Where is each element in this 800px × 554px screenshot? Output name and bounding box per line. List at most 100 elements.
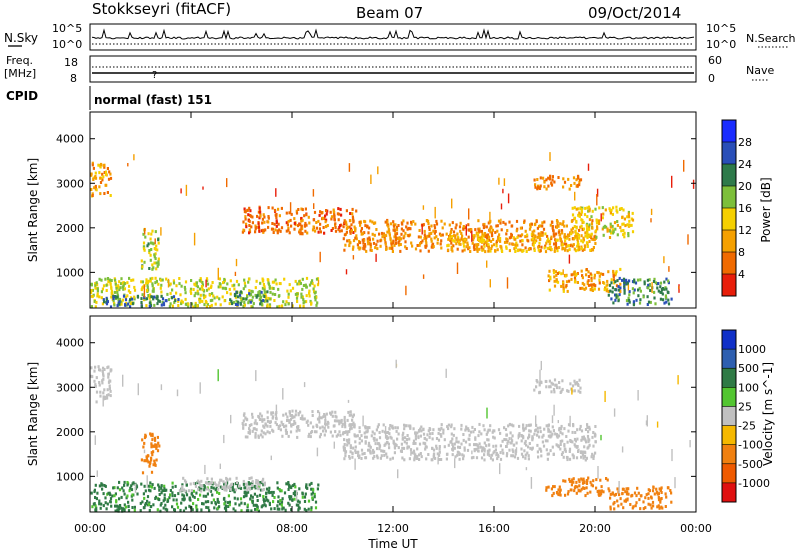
noise-cell: [202, 186, 204, 190]
data-cell: [485, 225, 488, 229]
noise-cell: [303, 382, 306, 388]
data-cell: [483, 449, 486, 453]
data-cell: [203, 296, 206, 300]
data-cell: [615, 209, 618, 213]
data-cell: [289, 414, 292, 417]
noise-cell: [347, 399, 350, 403]
data-cell: [571, 213, 575, 217]
data-cell: [95, 300, 98, 304]
data-cell: [386, 220, 389, 224]
data-cell: [477, 243, 480, 246]
data-cell: [462, 438, 465, 442]
data-cell: [273, 496, 276, 499]
data-cell: [511, 434, 514, 438]
noise-cell: [395, 359, 397, 369]
data-cell: [251, 412, 254, 416]
data-cell: [233, 287, 236, 291]
data-cell: [478, 422, 481, 426]
data-cell: [531, 446, 534, 450]
data-cell: [432, 229, 435, 233]
data-cell: [311, 228, 315, 232]
data-cell: [188, 504, 191, 508]
data-cell: [337, 419, 340, 423]
data-cell: [219, 478, 222, 482]
data-cell: [402, 236, 405, 240]
data-cell: [116, 304, 119, 308]
data-cell: [542, 433, 545, 437]
data-cell: [586, 491, 589, 495]
data-cell: [348, 441, 351, 445]
data-cell: [393, 229, 396, 233]
data-cell: [225, 509, 228, 513]
data-cell: [256, 479, 259, 483]
data-cell: [659, 500, 662, 504]
data-cell: [302, 284, 305, 287]
data-cell: [478, 229, 481, 233]
data-cell: [353, 423, 356, 427]
data-cell: [428, 228, 431, 231]
data-cell: [194, 303, 197, 307]
colorbar-tick-label: 8: [738, 246, 745, 259]
data-cell: [400, 232, 403, 236]
data-cell: [342, 431, 345, 435]
data-cell: [371, 448, 375, 452]
data-cell: [464, 240, 467, 244]
data-cell: [384, 242, 387, 246]
data-cell: [160, 502, 163, 505]
data-cell: [579, 225, 582, 229]
data-cell: [540, 233, 543, 237]
data-cell: [403, 234, 406, 238]
data-cell: [584, 458, 587, 462]
data-cell: [596, 271, 599, 274]
data-cell: [299, 410, 302, 414]
colorbar-tick-label: -500: [738, 458, 763, 471]
data-cell: [487, 221, 490, 225]
data-cell: [370, 434, 373, 438]
data-cell: [379, 244, 382, 248]
data-cell: [407, 445, 411, 449]
data-cell: [268, 431, 271, 435]
data-cell: [153, 436, 156, 440]
data-cell: [433, 236, 436, 240]
data-cell: [572, 424, 575, 428]
data-cell: [578, 480, 581, 484]
data-cell: [600, 485, 603, 489]
data-cell: [90, 283, 93, 287]
data-cell: [308, 289, 311, 293]
data-cell: [516, 249, 519, 253]
colorbar-tick-label: 12: [738, 224, 752, 237]
data-cell: [627, 212, 630, 216]
data-cell: [574, 236, 577, 240]
data-cell: [502, 451, 505, 455]
data-cell: [549, 277, 552, 281]
data-cell: [577, 450, 580, 453]
data-cell: [505, 232, 508, 236]
data-cell: [343, 421, 347, 425]
data-cell: [425, 219, 428, 222]
data-cell: [577, 242, 580, 246]
noise-cell: [553, 246, 556, 252]
data-cell: [166, 292, 169, 296]
data-cell: [272, 500, 275, 504]
data-cell: [242, 479, 245, 483]
data-cell: [246, 208, 249, 212]
data-cell: [209, 489, 213, 493]
data-cell: [260, 414, 263, 418]
data-cell: [156, 449, 160, 453]
data-cell: [218, 492, 221, 495]
data-cell: [112, 299, 115, 303]
data-cell: [538, 381, 541, 385]
data-cell: [332, 208, 335, 212]
data-cell: [449, 239, 452, 242]
data-cell: [633, 280, 636, 284]
data-cell: [587, 209, 590, 213]
data-cell: [246, 435, 249, 439]
data-cell: [373, 432, 376, 436]
data-cell: [669, 489, 672, 492]
data-cell: [581, 240, 585, 244]
data-cell: [275, 224, 278, 228]
data-cell: [258, 415, 261, 419]
data-cell: [445, 457, 448, 461]
noise-cell: [468, 208, 470, 220]
